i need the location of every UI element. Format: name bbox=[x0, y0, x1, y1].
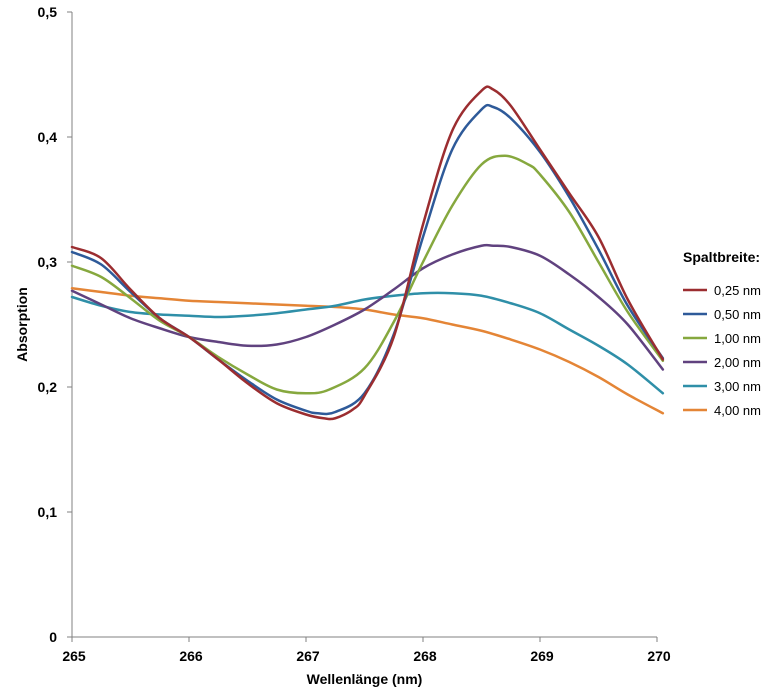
y-tick-label: 0,4 bbox=[38, 129, 58, 145]
legend-title: Spaltbreite: bbox=[683, 249, 760, 265]
y-tick-label: 0,1 bbox=[38, 504, 58, 520]
y-tick-label: 0 bbox=[49, 629, 57, 645]
y-tick-label: 0,3 bbox=[38, 254, 58, 270]
axes bbox=[67, 11, 658, 642]
series-line-0-50-nm bbox=[70, 103, 665, 416]
legend-label: 1,00 nm bbox=[714, 331, 761, 346]
y-axis-title: Absorption bbox=[14, 287, 30, 362]
legend-label: 4,00 nm bbox=[714, 403, 761, 418]
legend-label: 2,00 nm bbox=[714, 355, 761, 370]
x-tick-label: 265 bbox=[62, 648, 86, 664]
y-tick-label: 0,5 bbox=[38, 4, 58, 20]
series-line-0-25-nm bbox=[70, 85, 665, 421]
series-line-3-00-nm bbox=[70, 291, 665, 395]
x-tick-label: 269 bbox=[530, 648, 554, 664]
legend-label: 0,50 nm bbox=[714, 307, 761, 322]
x-tick-label: 266 bbox=[179, 648, 203, 664]
legend: Spaltbreite: 0,25 nm 0,50 nm 1,00 nm 2,00 n… bbox=[683, 249, 761, 418]
legend-label: 0,25 nm bbox=[714, 283, 761, 298]
tick-labels: 0 0,1 0,2 0,3 0,4 0,5 265 266 267 268 269 270 bbox=[38, 4, 671, 664]
series-line-2-00-nm bbox=[70, 243, 665, 371]
series-line-1-00-nm bbox=[70, 154, 665, 395]
x-tick-label: 268 bbox=[413, 648, 437, 664]
x-axis-title: Wellenlänge (nm) bbox=[307, 671, 423, 687]
legend-label: 3,00 nm bbox=[714, 379, 761, 394]
plot-area bbox=[70, 85, 665, 421]
y-tick-label: 0,2 bbox=[38, 379, 58, 395]
x-tick-label: 270 bbox=[647, 648, 671, 664]
x-tick-label: 267 bbox=[296, 648, 320, 664]
